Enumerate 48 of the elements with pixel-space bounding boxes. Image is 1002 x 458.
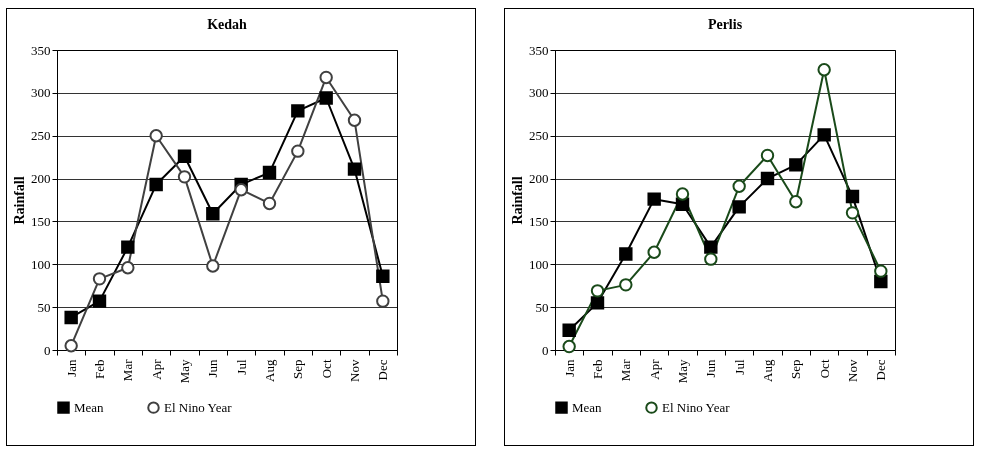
x-tick-label: Jun <box>205 359 221 378</box>
x-tick-label: Jul <box>233 359 249 375</box>
x-tick-label: Jan <box>561 359 577 377</box>
y-tick-label: 0 <box>542 342 549 358</box>
y-tick-label: 300 <box>31 85 51 101</box>
legend-label: Mean <box>74 399 105 415</box>
y-tick-label: 200 <box>31 171 51 187</box>
y-tick-label: 50 <box>37 299 51 315</box>
y-tick-label: 350 <box>529 42 549 58</box>
legend-label: El Nino Year <box>662 399 731 415</box>
y-tick-label: 150 <box>529 213 549 229</box>
y-tick-label: 350 <box>31 42 51 58</box>
x-tick-label: Nov <box>845 359 860 382</box>
x-tick-label: Dec <box>873 359 889 381</box>
chart-title: Kedah <box>207 17 248 32</box>
x-tick-label: May <box>675 359 690 384</box>
x-tick-label: Aug <box>262 359 277 382</box>
x-tick-label: Apr <box>148 358 164 380</box>
x-tick-label: Apr <box>646 358 662 380</box>
y-axis-title: Rainfall <box>510 176 525 225</box>
x-tick-label: Jun <box>703 359 719 378</box>
y-tick-label: 100 <box>31 256 51 272</box>
y-tick-label: 50 <box>535 299 549 315</box>
y-tick-label: 250 <box>529 128 549 144</box>
x-tick-label: Jan <box>63 359 79 377</box>
legend-label: Mean <box>572 399 603 415</box>
y-tick-label: 250 <box>31 128 51 144</box>
x-tick-label: Oct <box>318 359 334 379</box>
x-tick-label: Aug <box>760 359 775 382</box>
x-tick-label: Nov <box>347 359 362 382</box>
x-tick-label: Sep <box>290 359 306 379</box>
x-tick-label: Jul <box>731 359 747 375</box>
y-tick-label: 300 <box>529 85 549 101</box>
y-tick-label: 200 <box>529 171 549 187</box>
y-tick-label: 150 <box>31 213 51 229</box>
y-tick-label: 0 <box>44 342 51 358</box>
x-tick-label: Mar <box>618 358 634 382</box>
x-tick-label: Feb <box>92 359 107 379</box>
x-tick-label: Mar <box>120 358 136 382</box>
x-tick-label: Dec <box>375 359 391 381</box>
y-tick-label: 100 <box>529 256 549 272</box>
x-tick-label: Sep <box>788 359 804 379</box>
legend-label: El Nino Year <box>164 399 233 415</box>
x-tick-label: May <box>177 359 192 384</box>
y-axis-title: Rainfall <box>12 176 27 225</box>
chart-title: Perlis <box>707 17 743 32</box>
x-tick-label: Feb <box>590 359 605 379</box>
x-tick-label: Oct <box>816 359 832 379</box>
